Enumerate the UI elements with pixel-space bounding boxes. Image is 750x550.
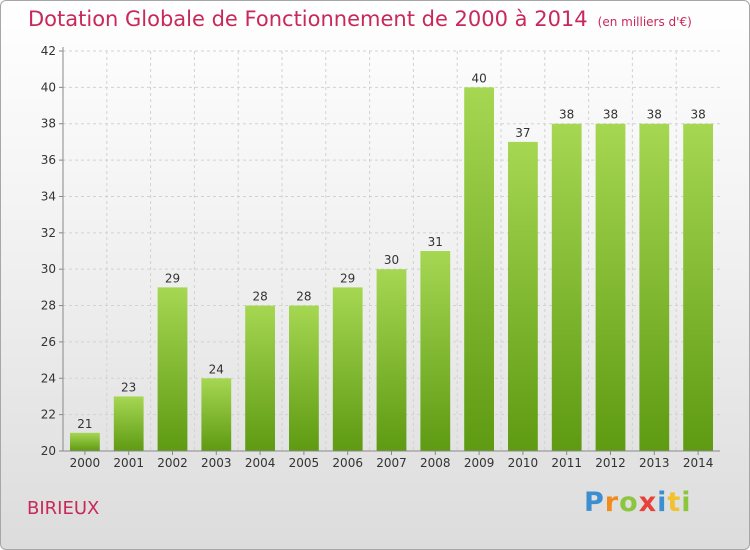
x-tick-label: 2000 (70, 456, 101, 470)
data-label: 40 (471, 71, 486, 85)
data-label: 28 (252, 290, 267, 304)
bar (201, 378, 232, 451)
bar (376, 269, 407, 451)
y-tick-label: 40 (41, 80, 56, 94)
bar (464, 87, 494, 451)
data-label: 24 (209, 362, 224, 376)
x-tick-label: 2009 (464, 456, 495, 470)
bar (332, 287, 363, 451)
data-label: 37 (515, 126, 530, 140)
logo-letter: o (619, 487, 639, 518)
chart-unit: (en milliers d'€) (597, 15, 692, 29)
bar (289, 305, 319, 451)
y-tick-label: 36 (41, 153, 56, 167)
data-label: 38 (647, 108, 662, 122)
data-label: 29 (340, 271, 355, 285)
data-label: 31 (428, 235, 443, 249)
y-tick-label: 32 (41, 226, 56, 240)
chart-title-text: Dotation Globale de Fonctionnement de 20… (28, 7, 588, 31)
bar (639, 123, 670, 452)
x-tick-label: 2004 (245, 456, 276, 470)
x-tick-label: 2006 (332, 456, 363, 470)
axes: 20 22 24 26 28 30 32 34 36 38 40 42 2000 2001 2002 2003… (41, 44, 720, 470)
x-tick-label: 2003 (201, 456, 232, 470)
bar (595, 123, 626, 452)
x-tick-label: 2011 (551, 456, 582, 470)
data-label: 21 (77, 417, 92, 431)
logo-letter: i (681, 487, 692, 518)
data-label: 23 (121, 380, 136, 394)
y-tick-label: 38 (41, 117, 56, 131)
bar (113, 396, 144, 451)
x-tick-label: 2002 (157, 456, 188, 470)
x-tick-label: 2010 (508, 456, 539, 470)
logo-letter: x (638, 487, 658, 518)
y-tick-label: 34 (41, 189, 56, 203)
logo-letter: r (604, 487, 620, 518)
logo-letter: t (667, 487, 682, 518)
bar (551, 123, 582, 452)
bar (157, 287, 188, 451)
y-tick-label: 20 (41, 444, 56, 458)
logo-letter: i (657, 487, 668, 518)
x-tick-label: 2007 (376, 456, 407, 470)
x-tick-label: 2005 (289, 456, 320, 470)
data-label: 30 (384, 253, 399, 267)
bar (508, 141, 538, 451)
data-label: 38 (690, 108, 705, 122)
x-tick-label: 2008 (420, 456, 451, 470)
y-tick-label: 24 (41, 371, 56, 385)
data-label: 29 (165, 271, 180, 285)
data-label: 38 (559, 108, 574, 122)
y-tick-label: 30 (41, 262, 56, 276)
chart-title: Dotation Globale de Fonctionnement de 20… (28, 7, 692, 31)
x-tick-label: 2001 (113, 456, 144, 470)
y-tick-label: 42 (41, 44, 56, 58)
y-tick-label: 28 (41, 299, 56, 313)
bar (420, 251, 451, 451)
x-tick-label: 2012 (595, 456, 626, 470)
bar (245, 305, 275, 451)
x-tick-label: 2014 (683, 456, 714, 470)
place-name: BIRIEUX (27, 498, 100, 519)
logo-letter: P (584, 487, 605, 518)
bars: 21 23 29 24 28 28 29 30 31 40 37 38 38 38 38 (70, 71, 713, 452)
data-label: 28 (296, 290, 311, 304)
y-tick-label: 26 (41, 335, 56, 349)
proxiti-logo[interactable]: Proxiti (584, 487, 692, 518)
bar (70, 432, 100, 451)
data-label: 38 (603, 108, 618, 122)
y-tick-label: 22 (41, 408, 56, 422)
bar (683, 123, 713, 452)
x-tick-label: 2013 (639, 456, 670, 470)
